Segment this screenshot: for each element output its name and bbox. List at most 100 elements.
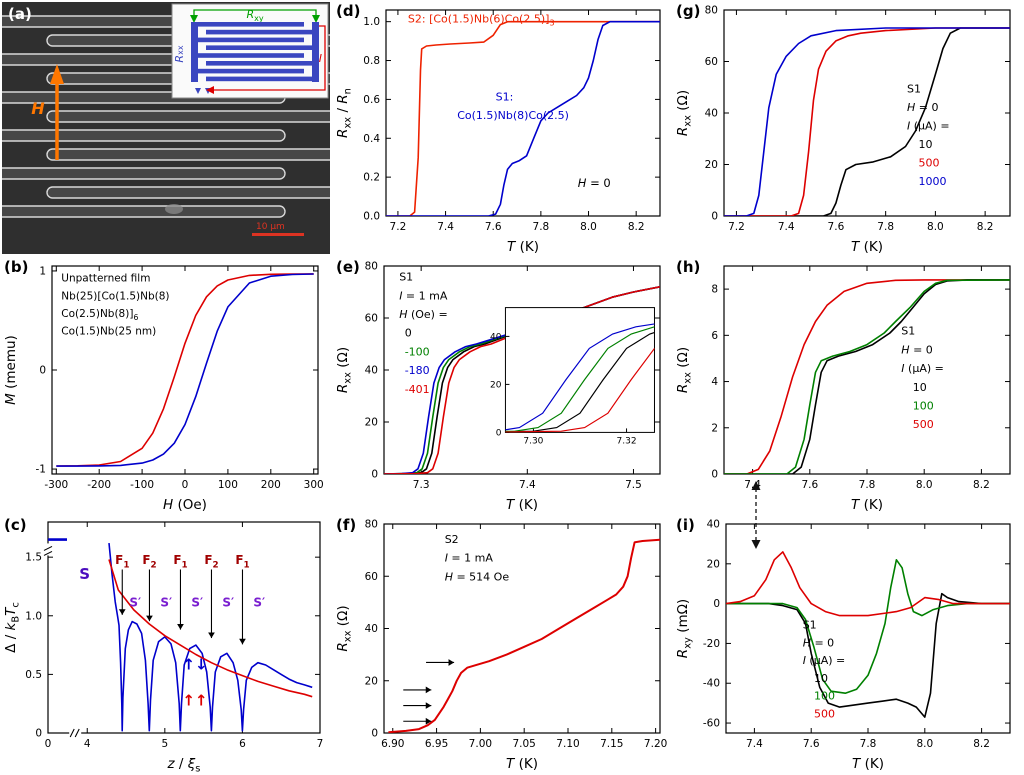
current-arrow-icon xyxy=(206,86,214,94)
svg-text:20: 20 xyxy=(705,159,718,171)
svg-text:4: 4 xyxy=(711,376,718,388)
legend-sample: S1 xyxy=(907,82,921,95)
legend-sample: S1 xyxy=(803,619,817,632)
svg-text:-20: -20 xyxy=(703,638,720,650)
panel-f-resistance-steps-chart: (f) 6.90 6.95 7.00 7.05 7.10 7.15 7.20 0 20 40 60 8… xyxy=(334,516,670,773)
svg-text:7.6: 7.6 xyxy=(828,221,845,233)
axis-ticks: -300 -200 -100 0 100 200 300 -1 0 1 xyxy=(36,265,324,491)
panel-label-e: (e) xyxy=(336,258,360,276)
svg-text:0: 0 xyxy=(39,365,46,377)
series-10-uA xyxy=(724,27,1010,216)
svg-text:40: 40 xyxy=(490,332,502,342)
svg-text:20: 20 xyxy=(365,417,378,429)
svg-text:7.2: 7.2 xyxy=(728,221,745,233)
legend-current-head: I (μA) = xyxy=(803,654,846,667)
svg-text:7.4: 7.4 xyxy=(519,479,536,491)
axes-frame xyxy=(385,9,661,217)
panel-d-normalized-resistance-chart: (d) 7.2 7.4 7.6 7.8 8.0 8.2 0.0 0.2 0.4 0.6 0.8 1.0… xyxy=(334,2,670,256)
region-sprime-2: S′ xyxy=(160,595,172,609)
series-10-uA xyxy=(724,279,1010,474)
svg-text:80: 80 xyxy=(365,261,378,273)
layer-f1-3: F1 xyxy=(235,553,249,570)
series-ascending-branch xyxy=(56,273,314,467)
legend-current: I = 1 mA xyxy=(399,289,448,302)
legend-field: H = 0 xyxy=(901,343,933,356)
series--401-Oe xyxy=(384,286,660,474)
rxy-arrow-right-icon xyxy=(312,15,320,23)
panel-label-i: (i) xyxy=(676,516,695,534)
chart-svg-e: 7.3 7.4 7.5 0 20 40 60 80 T (K) Rxx (Ω) S1 I = 1 mA… xyxy=(335,261,661,513)
film-desc-2: Nb(25)[Co(1.5)Nb(8) xyxy=(61,290,169,302)
axis-ticks: 7.3 7.4 7.5 0 20 40 60 80 xyxy=(365,261,660,491)
svg-text:7.6: 7.6 xyxy=(801,479,818,491)
legend-current-head: I (μA) = xyxy=(901,362,944,375)
chart-svg-i: 7.4 7.6 7.8 8.0 8.2 -60 -40 -20 0 20 40 T (K) Rxy (m… xyxy=(675,519,1011,772)
svg-text:0.5: 0.5 xyxy=(25,669,42,681)
axis-ticks: 7.2 7.4 7.6 7.8 8.0 8.2 0 20 40 60 80 xyxy=(705,5,1010,233)
x-axis-label: H (Oe) xyxy=(163,497,207,513)
series-S2-steps xyxy=(388,538,660,733)
series-group xyxy=(386,20,660,216)
legend-s1b: Co(1.5)Nb(8)Co(2.5) xyxy=(457,109,569,122)
svg-text:-60: -60 xyxy=(703,718,720,730)
y-axis-label: Δ / kBTc xyxy=(3,602,22,653)
rxx-label: Rxx xyxy=(173,45,186,62)
svg-text:6: 6 xyxy=(239,738,246,750)
h-to-i-link-arrow xyxy=(751,481,761,549)
axes-frame xyxy=(383,523,661,734)
legend-100: -100 xyxy=(405,345,430,358)
svg-text:0: 0 xyxy=(35,728,42,740)
film-desc-4: Co(1.5)Nb(25 nm) xyxy=(61,326,156,338)
inset-current-label: I xyxy=(319,52,322,65)
legend-field: H = 0 xyxy=(907,101,939,114)
svg-text:7.00: 7.00 xyxy=(469,738,492,750)
inset-blue-arrow-icon xyxy=(195,88,201,94)
rxy-label: Rxy xyxy=(246,8,263,23)
layer-f1-1: F1 xyxy=(115,553,129,570)
svg-text:7.10: 7.10 xyxy=(556,738,579,750)
region-sprime-5: S′ xyxy=(253,595,265,609)
spin-parallel: ↑↑ xyxy=(182,692,207,710)
panel-c-pair-potential-chart: (c) 0 4 5 6 7 0 0.5 1.0 1.5 z / ξs Δ / kBTc S F1 F2 F1… xyxy=(2,516,330,773)
panel-label-d: (d) xyxy=(336,2,361,20)
svg-text:7.8: 7.8 xyxy=(860,738,877,750)
svg-text:1.0: 1.0 xyxy=(363,16,380,28)
svg-text:0.2: 0.2 xyxy=(363,172,380,184)
svg-text:8.0: 8.0 xyxy=(916,479,933,491)
legend-10: 10 xyxy=(913,381,927,394)
x-axis-label: T (K) xyxy=(851,497,883,513)
series-pair-potential-oscillating xyxy=(108,543,313,732)
svg-text:40: 40 xyxy=(365,623,378,635)
panel-e-field-dependence-chart: (e) 7.3 7.4 7.5 0 20 40 60 80 T (K) Rxx (Ω) S1 I = … xyxy=(334,258,670,514)
legend-500: 500 xyxy=(919,157,940,170)
svg-text:200: 200 xyxy=(261,479,281,491)
svg-text:7: 7 xyxy=(317,738,324,750)
svg-text:5: 5 xyxy=(161,738,168,750)
x-axis-label: z / ξs xyxy=(167,756,201,773)
panel-label-h: (h) xyxy=(676,258,701,276)
panel-label-a: (a) xyxy=(8,5,32,23)
layer-f1-2: F1 xyxy=(173,553,187,570)
series-500-uA xyxy=(724,279,1010,474)
svg-text:80: 80 xyxy=(365,519,378,531)
legend-500: 500 xyxy=(913,418,934,431)
svg-text:60: 60 xyxy=(705,56,718,68)
svg-text:-40: -40 xyxy=(703,678,720,690)
layer-f2-2: F2 xyxy=(204,553,218,570)
svg-text:8.2: 8.2 xyxy=(973,479,990,491)
panel-label-c: (c) xyxy=(4,516,27,534)
series-group xyxy=(726,551,1010,718)
legend-field: H = 514 Oe xyxy=(445,570,510,583)
series-1000-uA xyxy=(724,27,1010,216)
series-S1 xyxy=(386,20,660,216)
svg-text:20: 20 xyxy=(490,380,502,390)
svg-text:8.2: 8.2 xyxy=(977,221,994,233)
region-s: S xyxy=(79,565,90,583)
svg-text:7.4: 7.4 xyxy=(437,221,454,233)
svg-text:6.95: 6.95 xyxy=(425,738,448,750)
chart-svg-d: 7.2 7.4 7.6 7.8 8.0 8.2 0.0 0.2 0.4 0.6 0.8 1.0 T (K… xyxy=(335,9,661,255)
svg-text:-200: -200 xyxy=(87,479,111,491)
svg-text:20: 20 xyxy=(365,675,378,687)
legend-s2: S2: [Co(1.5)Nb(6)Co(2.5)]3 xyxy=(408,12,555,27)
